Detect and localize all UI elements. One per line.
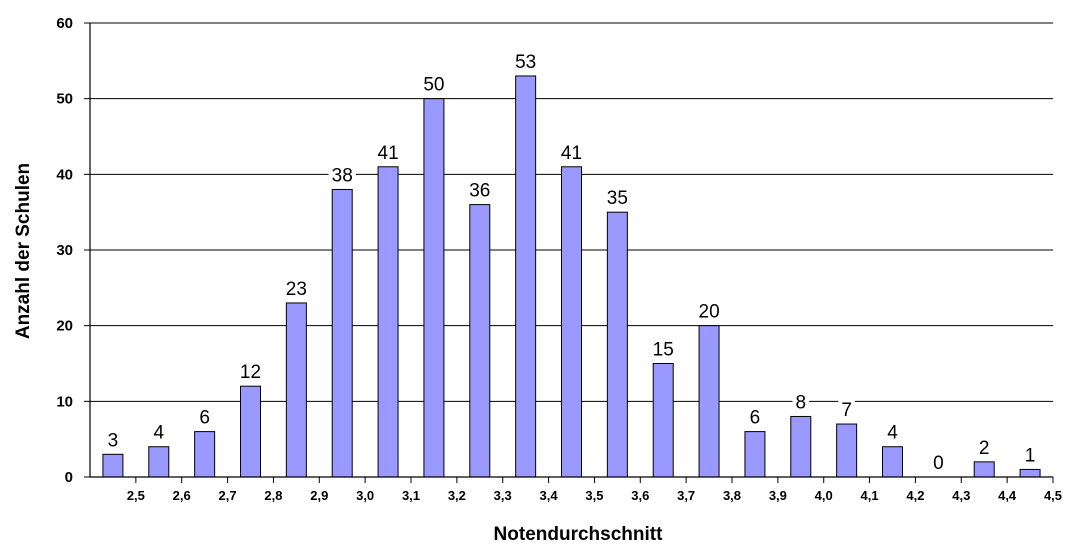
bar xyxy=(698,325,720,478)
data-label-background xyxy=(1021,445,1039,467)
x-tick-label: 4,4 xyxy=(998,488,1017,503)
data-label-background xyxy=(930,453,947,474)
y-tick-label: 30 xyxy=(56,242,73,259)
data-label-background xyxy=(236,362,265,384)
data-label: 0 xyxy=(933,453,944,474)
y-tick-labels: 0 10 20 30 40 50 60 xyxy=(56,15,73,486)
data-label: 20 xyxy=(699,302,720,323)
x-tick-label: 3,4 xyxy=(540,488,559,503)
y-tick-label: 60 xyxy=(56,15,73,32)
x-tick-label: 4,5 xyxy=(1044,488,1062,503)
data-label: 4 xyxy=(887,423,898,444)
bar xyxy=(423,98,445,478)
data-label: 41 xyxy=(561,143,582,164)
x-tick-label: 3,9 xyxy=(769,488,787,503)
bar xyxy=(515,75,537,478)
data-label: 36 xyxy=(469,181,490,202)
x-tick-label: 2,9 xyxy=(310,488,328,503)
bar xyxy=(882,446,903,478)
data-label: 4 xyxy=(153,423,164,444)
data-label-background xyxy=(374,142,402,164)
x-tick-label: 2,6 xyxy=(173,488,191,503)
data-label: 23 xyxy=(286,279,307,300)
data-label-background xyxy=(420,74,448,96)
y-axis-title: Anzahl der Schulen xyxy=(13,163,34,339)
x-tick-label: 3,5 xyxy=(585,488,603,503)
y-tick-label: 50 xyxy=(56,91,73,108)
data-label-background xyxy=(512,51,540,73)
bar xyxy=(1019,468,1041,478)
bar xyxy=(285,302,307,478)
bar xyxy=(836,423,858,478)
data-label-background xyxy=(104,430,122,452)
x-tick-label: 2,8 xyxy=(264,488,282,503)
bar xyxy=(744,431,766,478)
bar xyxy=(561,166,582,478)
data-label-background xyxy=(975,437,993,459)
data-label-background xyxy=(884,422,902,444)
data-label-background xyxy=(196,407,213,429)
data-label: 1 xyxy=(1025,445,1036,466)
data-label-background xyxy=(603,188,631,210)
bar xyxy=(148,446,170,478)
y-tick-label: 10 xyxy=(56,393,73,410)
bar xyxy=(102,453,124,478)
data-label: 2 xyxy=(979,438,990,459)
x-tick-label: 3,2 xyxy=(448,488,466,503)
bar xyxy=(606,211,628,478)
data-label: 15 xyxy=(653,340,674,361)
y-tick-label: 40 xyxy=(56,166,73,183)
data-label-background xyxy=(792,392,810,414)
data-label: 41 xyxy=(378,143,399,164)
x-tick-label: 4,2 xyxy=(906,488,924,503)
data-label-background xyxy=(557,142,586,164)
x-tick-label: 4,0 xyxy=(815,488,833,503)
bar xyxy=(652,363,674,478)
x-tick-label: 2,7 xyxy=(219,488,237,503)
data-label: 6 xyxy=(750,408,761,429)
y-tick-label: 20 xyxy=(56,318,73,335)
data-label: 12 xyxy=(240,362,261,383)
data-label-background xyxy=(282,278,310,300)
axes xyxy=(84,22,1054,483)
bar xyxy=(973,461,995,478)
data-label-background xyxy=(150,422,168,444)
data-label: 50 xyxy=(423,75,444,96)
x-tick-label: 4,1 xyxy=(861,488,879,503)
bar xyxy=(469,204,491,478)
data-label-background xyxy=(746,407,764,429)
bars xyxy=(102,75,1041,478)
data-label: 38 xyxy=(332,165,353,186)
data-label-background xyxy=(695,301,723,323)
bar xyxy=(377,166,399,478)
data-label-background xyxy=(649,339,677,361)
x-tick-label: 2,5 xyxy=(127,488,145,503)
data-label-background xyxy=(466,180,494,202)
bar xyxy=(194,431,216,478)
bar xyxy=(240,385,261,478)
data-labels: 3 4 6 12 23 38 41 50 36 53 41 35 15 20 6 8 7 4 0 2 1 xyxy=(104,51,1039,474)
x-tick-label: 3,7 xyxy=(677,488,695,503)
x-axis-title: Notendurchschnitt xyxy=(494,524,664,545)
x-tick-label: 4,3 xyxy=(952,488,970,503)
data-label-background xyxy=(838,400,855,422)
y-tick-label: 0 xyxy=(65,469,73,486)
data-label: 7 xyxy=(841,400,852,421)
x-tick-label: 3,1 xyxy=(402,488,420,503)
x-tick-label: 3,3 xyxy=(494,488,512,503)
data-label: 6 xyxy=(199,408,210,429)
data-label: 35 xyxy=(607,188,628,209)
x-tick-labels: 2,5 2,6 2,7 2,8 2,9 3,0 3,1 3,2 3,3 3,4 3,5 3,6 3,7 3… xyxy=(127,488,1062,503)
bar xyxy=(331,188,353,478)
x-tick-label: 3,0 xyxy=(356,488,374,503)
x-tick-label: 3,8 xyxy=(723,488,741,503)
data-label: 3 xyxy=(108,430,119,451)
x-tick-label: 3,6 xyxy=(631,488,649,503)
data-label: 8 xyxy=(795,392,806,413)
data-label: 53 xyxy=(515,52,536,73)
bar xyxy=(790,415,812,478)
data-label-background xyxy=(328,165,356,187)
